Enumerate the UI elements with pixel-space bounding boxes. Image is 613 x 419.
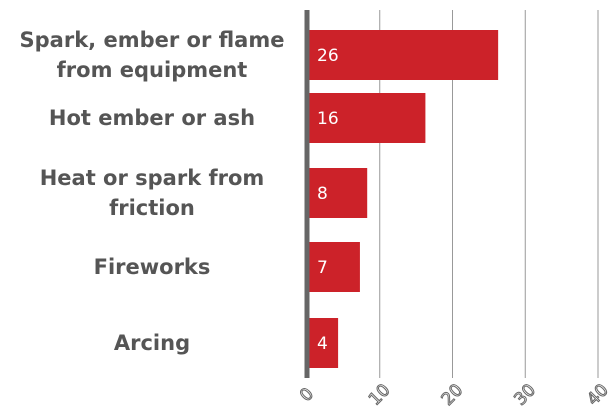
bar bbox=[309, 242, 360, 292]
value-label: 8 bbox=[317, 184, 328, 204]
value-label: 26 bbox=[317, 46, 339, 66]
x-tick-label: 10 bbox=[365, 380, 394, 409]
value-label: 4 bbox=[317, 334, 328, 354]
value-label: 7 bbox=[317, 258, 328, 278]
value-label: 16 bbox=[317, 109, 339, 129]
bar bbox=[309, 93, 426, 143]
category-label: Hot ember or ash bbox=[48, 106, 256, 130]
bar bbox=[309, 30, 499, 80]
category-label: Arcing bbox=[113, 331, 191, 355]
x-tick-label: 0 bbox=[296, 384, 318, 406]
x-tick-label: 40 bbox=[583, 380, 612, 409]
x-tick-label: 20 bbox=[438, 380, 467, 409]
category-label: Spark, ember or flame from equipment bbox=[19, 28, 285, 82]
x-tick-label: 30 bbox=[511, 380, 540, 409]
bar bbox=[309, 168, 368, 218]
category-label: Fireworks bbox=[93, 255, 211, 279]
category-label: Heat or spark from friction bbox=[39, 166, 265, 220]
bar bbox=[309, 318, 339, 368]
